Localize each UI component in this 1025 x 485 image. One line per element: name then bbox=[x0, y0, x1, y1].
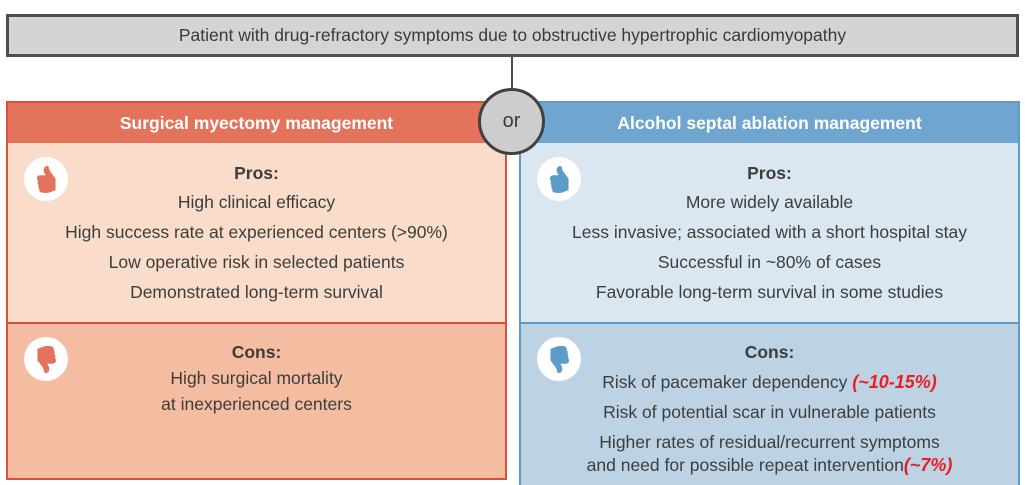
ablation-panel-title: Alcohol septal ablation management bbox=[617, 112, 922, 133]
surgical-con-item: at inexperienced centers bbox=[161, 394, 352, 414]
ablation-panel-header: Alcohol septal ablation management bbox=[521, 103, 1018, 143]
surgical-cons-section: Cons: High surgical mortality at inexper… bbox=[8, 322, 505, 478]
surgical-pro-item: High success rate at experienced centers… bbox=[65, 222, 448, 243]
connector-line bbox=[511, 57, 513, 90]
surgical-pros-label: Pros: bbox=[234, 162, 279, 183]
thumbs-down-icon bbox=[537, 337, 581, 381]
ablation-pro-item: Less invasive; associated with a short h… bbox=[572, 222, 967, 243]
ablation-pro-item: Successful in ~80% of cases bbox=[657, 251, 882, 272]
panel-surgical-myectomy: Surgical myectomy management Pros: High … bbox=[6, 101, 507, 480]
ablation-pros-label: Pros: bbox=[747, 162, 792, 183]
thumbs-up-icon bbox=[24, 157, 68, 201]
surgical-cons-label: Cons: bbox=[231, 341, 282, 362]
surgical-pro-item: High clinical efficacy bbox=[177, 192, 336, 213]
ablation-pros-section: Pros: More widely available Less invasiv… bbox=[521, 143, 1018, 322]
root-condition-text: Patient with drug-refractory symptoms du… bbox=[178, 25, 847, 45]
surgical-panel-title: Surgical myectomy management bbox=[119, 112, 394, 133]
ablation-con-text: Higher rates of residual/recurrent sympt… bbox=[599, 432, 940, 452]
surgical-pro-item: Low operative risk in selected patients bbox=[108, 251, 405, 272]
ablation-cons-section: Cons: Risk of pacemaker dependency (~10-… bbox=[521, 322, 1018, 485]
ablation-con-percentage: (~7%) bbox=[903, 454, 953, 475]
ablation-con-text: and need for possible repeat interventio… bbox=[586, 454, 904, 475]
ablation-pro-item: More widely available bbox=[685, 192, 854, 213]
ablation-con-text: Risk of pacemaker dependency bbox=[602, 372, 853, 393]
ablation-con-text: Risk of potential scar in vulnerable pat… bbox=[603, 402, 936, 423]
surgical-pro-item: Demonstrated long-term survival bbox=[130, 281, 383, 302]
surgical-pros-section: Pros: High clinical efficacy High succes… bbox=[8, 143, 505, 322]
ablation-con-item: Higher rates of residual/recurrent sympt… bbox=[521, 432, 1018, 477]
ablation-con-percentage: (~10-15%) bbox=[852, 372, 937, 393]
surgical-panel-header: Surgical myectomy management bbox=[8, 103, 505, 143]
or-connector: or bbox=[478, 88, 545, 155]
root-condition-box: Patient with drug-refractory symptoms du… bbox=[6, 14, 1019, 57]
surgical-con-item: High surgical mortality bbox=[170, 367, 343, 388]
or-label: or bbox=[502, 110, 521, 132]
panel-alcohol-septal-ablation: Alcohol septal ablation management Pros:… bbox=[519, 101, 1020, 485]
ablation-cons-label: Cons: bbox=[744, 341, 795, 362]
ablation-con-item: Risk of pacemaker dependency (~10-15%) bbox=[521, 371, 1018, 394]
thumbs-down-icon bbox=[24, 337, 68, 381]
ablation-con-item: Risk of potential scar in vulnerable pat… bbox=[521, 402, 1018, 424]
ablation-pro-item: Favorable long-term survival in some stu… bbox=[595, 281, 944, 302]
thumbs-up-icon bbox=[537, 157, 581, 201]
